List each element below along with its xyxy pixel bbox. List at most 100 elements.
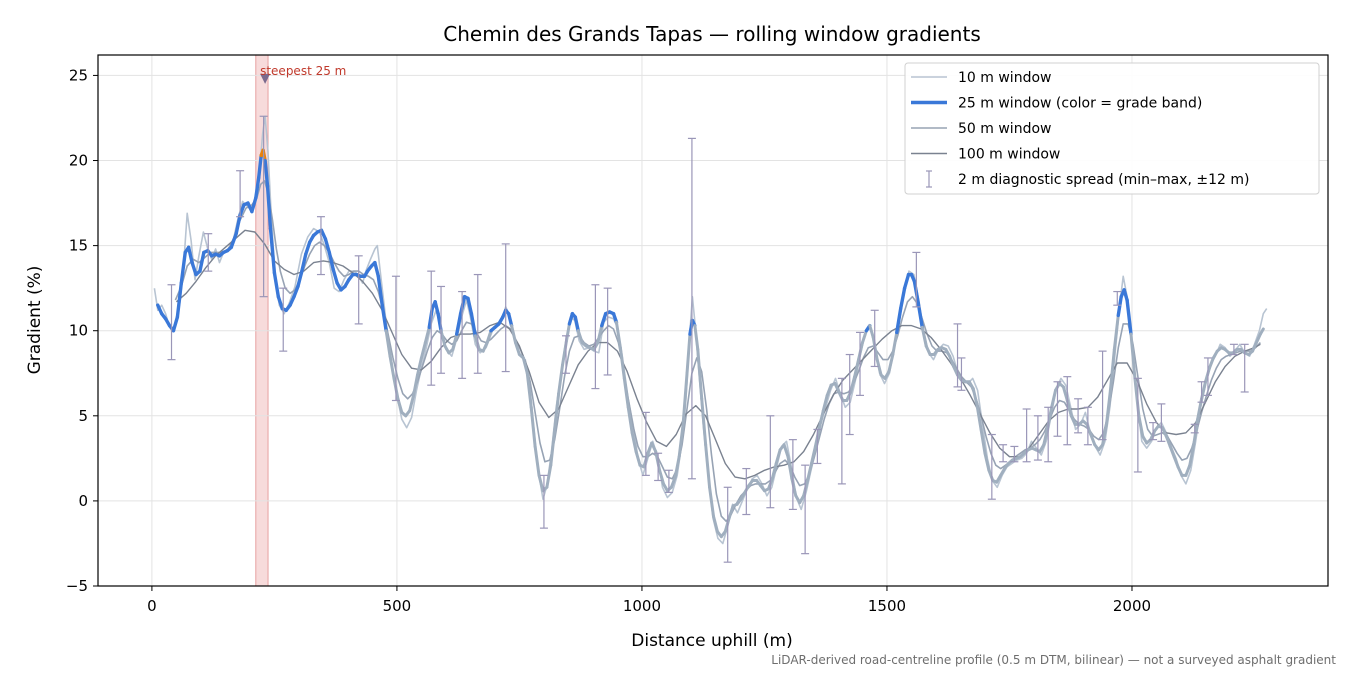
series-25m-segment bbox=[265, 184, 273, 231]
series-25m-segment bbox=[821, 393, 829, 413]
series-25m-segment bbox=[323, 237, 331, 255]
series-25m-segment bbox=[238, 203, 246, 217]
series-25m-segment bbox=[292, 284, 300, 299]
series-25m-segment bbox=[380, 303, 388, 333]
errorbar bbox=[354, 255, 363, 325]
series-25m-segment bbox=[626, 405, 634, 435]
errorbar bbox=[603, 287, 612, 376]
series-25m-segment bbox=[596, 324, 604, 345]
series-25m-segment bbox=[416, 356, 423, 377]
series-25m-segment bbox=[384, 329, 392, 358]
series-25m-segment bbox=[809, 444, 817, 465]
plot-frame bbox=[97, 54, 1329, 587]
series-25m-segment bbox=[521, 356, 529, 375]
errorbar bbox=[1063, 376, 1072, 446]
errorbar bbox=[987, 433, 996, 500]
series-25m-segment bbox=[1061, 385, 1069, 402]
series-25m-segment bbox=[685, 332, 692, 375]
errorbar bbox=[1053, 381, 1062, 437]
series-25m-segment bbox=[1164, 434, 1172, 448]
errorbar bbox=[837, 377, 846, 485]
series-25m-segment bbox=[920, 325, 928, 348]
series-25m-segment bbox=[704, 443, 712, 489]
series-25m-segment bbox=[373, 260, 381, 278]
errorbar bbox=[1240, 343, 1249, 393]
series-50m-line bbox=[174, 180, 1261, 523]
series-25m-segment bbox=[782, 443, 790, 459]
series-25m-segment bbox=[614, 320, 622, 350]
series-25m-segment bbox=[898, 286, 907, 311]
errorbar bbox=[1010, 445, 1019, 463]
series-25m-segment bbox=[423, 325, 431, 345]
series-25m-segment bbox=[331, 267, 339, 285]
series-25m-segment bbox=[263, 158, 270, 188]
series-25m-segment bbox=[1160, 426, 1168, 438]
series-25m-segment bbox=[1207, 356, 1215, 370]
errorbar bbox=[167, 284, 176, 361]
y-tick-label: 10 bbox=[69, 322, 88, 340]
errorbar bbox=[539, 474, 548, 529]
series-25m-segment bbox=[234, 213, 242, 236]
series-25m-segment bbox=[1116, 294, 1123, 318]
errorbar bbox=[1074, 398, 1083, 434]
errorbar bbox=[1157, 403, 1166, 442]
series-25m-segment bbox=[1137, 414, 1145, 438]
x-tick-label: 1500 bbox=[868, 597, 906, 615]
x-tick-label: 2000 bbox=[1113, 597, 1151, 615]
errorbar bbox=[473, 273, 482, 374]
errorbar bbox=[1229, 343, 1238, 356]
series-25m-segment bbox=[296, 269, 304, 289]
series-25m-segment bbox=[634, 450, 642, 467]
series-25m-segment bbox=[388, 354, 396, 380]
series-25m-segment bbox=[506, 311, 514, 328]
steepest-annotation: steepest 25 m bbox=[260, 64, 346, 78]
series-25m-segment bbox=[849, 375, 857, 394]
legend-item: 2 m diagnostic spread (min–max, ±12 m) bbox=[926, 170, 1249, 188]
series-25m-segment bbox=[254, 175, 261, 200]
errorbar bbox=[561, 335, 570, 374]
series-25m-segment bbox=[1176, 465, 1184, 477]
series-25m-segment bbox=[1184, 463, 1192, 477]
series-100m-line bbox=[175, 229, 1261, 480]
series-25m-segment bbox=[412, 373, 420, 397]
series-25m-segment bbox=[669, 475, 677, 489]
errorbar bbox=[953, 323, 962, 388]
series-25m-segment bbox=[1122, 288, 1129, 302]
errorbar bbox=[870, 309, 879, 368]
y-tick-label: 20 bbox=[69, 152, 88, 170]
series-25m-segment bbox=[630, 431, 638, 454]
series-25m-segment bbox=[304, 240, 312, 256]
series-25m-segment bbox=[696, 347, 704, 401]
series-25m-segment bbox=[439, 329, 447, 348]
series-25m-segment bbox=[564, 322, 571, 343]
series-25m-segment bbox=[693, 324, 700, 351]
legend-label: 25 m window (color = grade band) bbox=[958, 96, 1202, 112]
errorbar bbox=[236, 170, 245, 218]
series-25m-segment bbox=[677, 422, 685, 459]
errorbar bbox=[723, 486, 732, 563]
series-25m-segment bbox=[868, 324, 875, 340]
series-25m-segment bbox=[376, 274, 384, 307]
series-25m-segment bbox=[186, 245, 194, 265]
series-25m-segment bbox=[1101, 422, 1109, 447]
steepest-marker-icon bbox=[260, 73, 271, 84]
errorbar bbox=[664, 469, 673, 493]
series-25m-segment bbox=[485, 329, 493, 345]
series-25m-segment bbox=[983, 451, 991, 472]
series-25m-segment bbox=[1251, 341, 1258, 353]
series-25m-segment bbox=[545, 463, 553, 489]
legend-item: 100 m window bbox=[911, 147, 1060, 163]
series-25m-segment bbox=[272, 271, 281, 299]
errorbar bbox=[279, 287, 288, 352]
series-25m-segment bbox=[1200, 380, 1207, 401]
errorbar bbox=[801, 464, 810, 555]
chart-title: Chemin des Grands Tapas — rolling window… bbox=[443, 22, 981, 46]
series-25m-segment bbox=[1129, 332, 1137, 380]
series-25m-segment bbox=[1050, 388, 1058, 409]
series-25m-segment bbox=[537, 473, 545, 493]
series-25m-segment bbox=[1172, 455, 1180, 469]
series-25m-segment bbox=[979, 427, 987, 455]
series-25m-segment bbox=[419, 341, 427, 360]
errorbar bbox=[912, 251, 921, 308]
legend-item: 10 m window bbox=[911, 70, 1051, 86]
